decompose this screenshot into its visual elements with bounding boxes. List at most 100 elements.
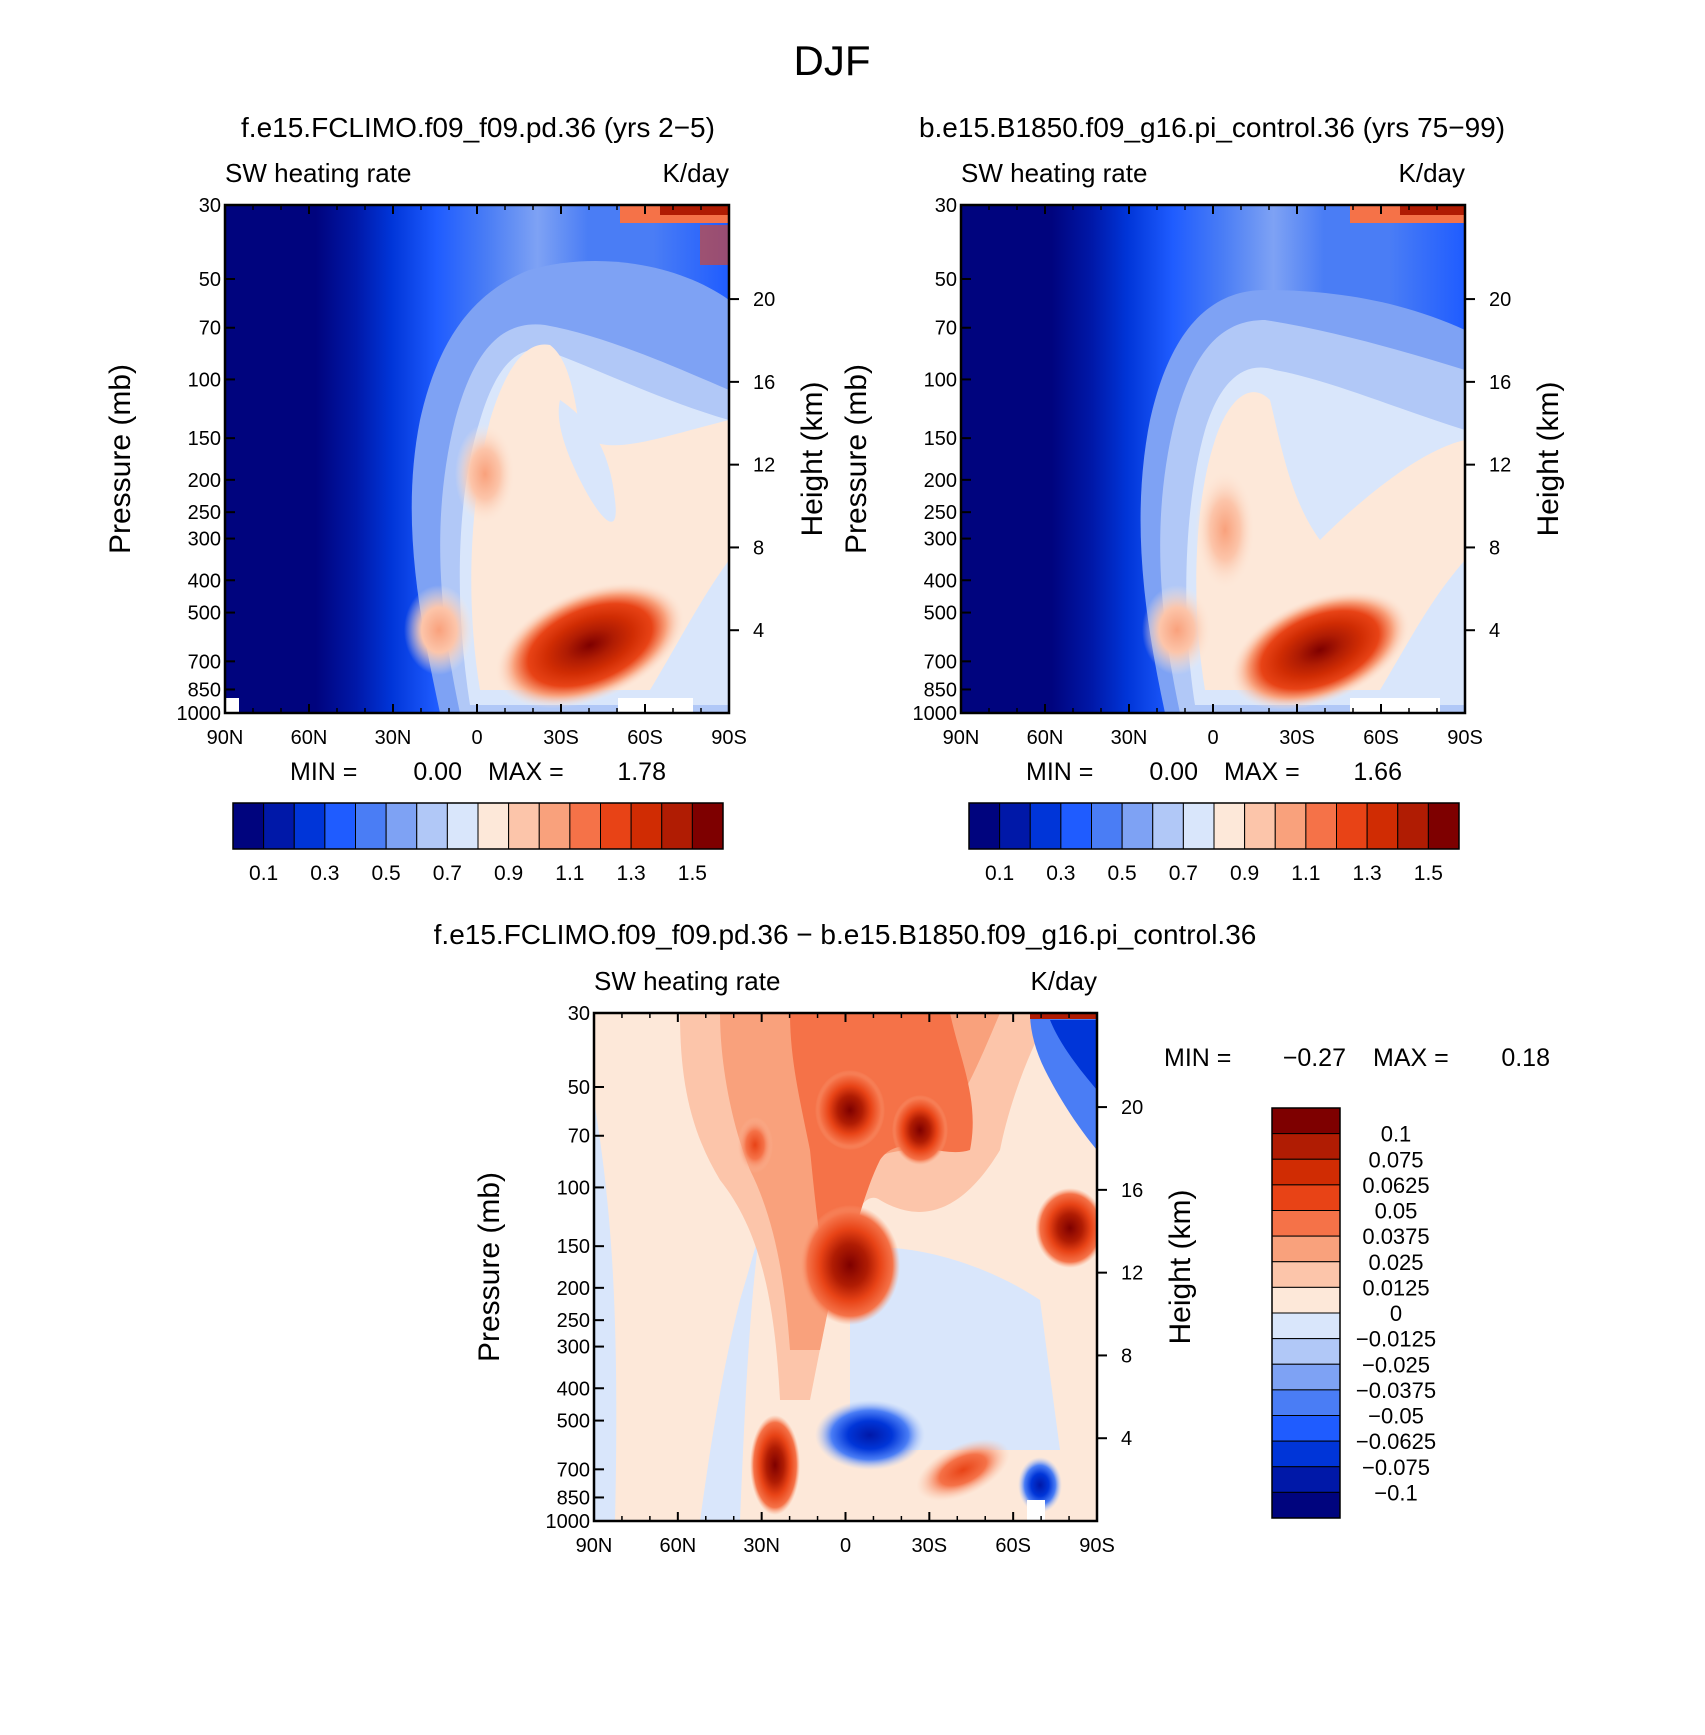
colorbar-label: 1.3 xyxy=(1353,862,1382,885)
panel-3-title: f.e15.FCLIMO.f09_f09.pd.36 − b.e15.B1850… xyxy=(434,919,1257,950)
x-tick-label: 60S xyxy=(1363,727,1399,749)
colorbar-box xyxy=(538,802,571,850)
colorbar-box xyxy=(355,802,387,850)
panel-2-axes: 90N 60N 30N 0 30S 60S 90S 30 50 70 100 150 200 250 300… xyxy=(913,195,1512,749)
height-tick-label: 16 xyxy=(1121,1180,1143,1202)
colorbar-label: −0.0125 xyxy=(1356,1327,1436,1352)
panel-1-contour-field xyxy=(225,205,729,713)
colorbar-box xyxy=(263,802,295,850)
colorbar-box xyxy=(1271,1210,1341,1237)
colorbar-box xyxy=(1271,1363,1341,1391)
x-tick-label: 60S xyxy=(627,727,663,749)
colorbar-label: 0.3 xyxy=(310,862,339,885)
colorbar-box xyxy=(1152,802,1184,850)
figure-title: DJF xyxy=(794,37,871,84)
height-tick-label: 12 xyxy=(1489,455,1511,477)
y-tick-label: 300 xyxy=(924,529,957,551)
y-tick-label: 100 xyxy=(188,369,221,391)
height-tick-label: 12 xyxy=(1121,1263,1143,1285)
x-tick-label: 0 xyxy=(471,727,482,749)
panel-3-max-label: MAX = xyxy=(1373,1044,1449,1072)
colorbar-box xyxy=(293,802,326,850)
colorbar-label: 0.05 xyxy=(1375,1199,1418,1224)
colorbar-box xyxy=(1271,1133,1341,1160)
x-tick-label: 30N xyxy=(1111,727,1148,749)
y-tick-label: 500 xyxy=(557,1411,590,1433)
y-tick-label: 850 xyxy=(188,679,221,701)
colorbar-box xyxy=(1060,802,1092,850)
height-tick-label: 8 xyxy=(1489,537,1500,559)
y-tick-label: 70 xyxy=(935,318,957,340)
panel-2-colorbar: 0.1 0.3 0.5 0.7 0.9 1.1 1.3 1.5 xyxy=(968,802,1460,885)
y-tick-label: 200 xyxy=(924,470,957,492)
panel-3-contour-field xyxy=(594,1013,1097,1521)
height-tick-label: 8 xyxy=(753,537,764,559)
colorbar-box xyxy=(661,802,693,850)
panel-2-contour-field xyxy=(961,205,1465,713)
x-tick-label: 30N xyxy=(375,727,412,749)
height-tick-label: 4 xyxy=(753,620,764,642)
colorbar-label: 0.1 xyxy=(1381,1122,1412,1147)
height-tick-label: 12 xyxy=(753,455,775,477)
colorbar-box xyxy=(232,802,265,850)
colorbar-frame xyxy=(232,802,724,850)
colorbar-label: 0.9 xyxy=(1230,862,1259,885)
colorbar-label: 0.0125 xyxy=(1362,1275,1429,1300)
colorbar-label: −0.075 xyxy=(1362,1455,1430,1480)
colorbar-label: 0.0625 xyxy=(1362,1173,1429,1198)
y-tick-label: 70 xyxy=(568,1126,590,1148)
panel-1-colorbar: 0.1 0.3 0.5 0.7 0.9 1.1 1.3 1.5 xyxy=(232,802,724,885)
colorbar-label: −0.1 xyxy=(1374,1480,1417,1505)
y-tick-label: 200 xyxy=(557,1278,590,1300)
y-tick-label: 30 xyxy=(935,195,957,217)
height-tick-label: 20 xyxy=(753,289,775,311)
colorbar-label: −0.0625 xyxy=(1356,1429,1436,1454)
height-tick-label: 20 xyxy=(1489,289,1511,311)
x-tick-label: 60N xyxy=(1027,727,1064,749)
colorbar-box xyxy=(1121,802,1154,850)
panel-1-max-label: MAX = xyxy=(488,758,564,786)
colorbar-label: −0.05 xyxy=(1368,1404,1424,1429)
colorbar-box xyxy=(1271,1338,1341,1365)
panel-3-height-label: Height (km) xyxy=(1164,1189,1197,1344)
x-tick-label: 30S xyxy=(1279,727,1315,749)
colorbar-box xyxy=(630,802,663,850)
panel-1-max-value: 1.78 xyxy=(617,758,666,786)
panel-1-pressure-label: Pressure (mb) xyxy=(104,364,137,554)
y-tick-label: 50 xyxy=(568,1077,590,1099)
height-tick-label: 8 xyxy=(1121,1345,1132,1367)
panel-1-min-label: MIN = xyxy=(290,758,357,786)
colorbar-box xyxy=(477,802,510,850)
x-tick-label: 30S xyxy=(912,1535,948,1557)
panel-3-units: K/day xyxy=(1031,966,1098,996)
colorbar-box xyxy=(1182,802,1215,850)
panel-1-units: K/day xyxy=(663,158,730,188)
x-tick-label: 90N xyxy=(576,1535,613,1557)
y-tick-label: 400 xyxy=(188,570,221,592)
colorbar-box xyxy=(1271,1491,1341,1519)
colorbar-box xyxy=(1305,802,1337,850)
y-tick-label: 850 xyxy=(557,1487,590,1509)
colorbar-box xyxy=(1029,802,1062,850)
y-tick-label: 300 xyxy=(188,529,221,551)
panel-2-pressure-label: Pressure (mb) xyxy=(840,364,873,554)
colorbar-label: −0.0375 xyxy=(1356,1378,1436,1403)
x-tick-label: 60N xyxy=(291,727,328,749)
colorbar-box xyxy=(1271,1286,1341,1314)
y-tick-label: 1000 xyxy=(913,703,958,725)
colorbar-box xyxy=(324,802,356,850)
colorbar-label: 1.3 xyxy=(617,862,646,885)
height-tick-label: 4 xyxy=(1489,620,1500,642)
panel-2-height-label: Height (km) xyxy=(1532,381,1565,536)
x-tick-label: 30N xyxy=(743,1535,780,1557)
x-tick-label: 90N xyxy=(943,727,980,749)
colorbar-box xyxy=(1271,1389,1341,1416)
y-tick-label: 400 xyxy=(924,570,957,592)
panel-3: f.e15.FCLIMO.f09_f09.pd.36 − b.e15.B1850… xyxy=(434,919,1550,1557)
y-tick-label: 300 xyxy=(557,1337,590,1359)
colorbar-box xyxy=(1271,1184,1341,1211)
panel-2-max-value: 1.66 xyxy=(1353,758,1402,786)
colorbar-frame xyxy=(1271,1107,1341,1519)
y-tick-label: 250 xyxy=(188,502,221,524)
colorbar-box xyxy=(416,802,448,850)
